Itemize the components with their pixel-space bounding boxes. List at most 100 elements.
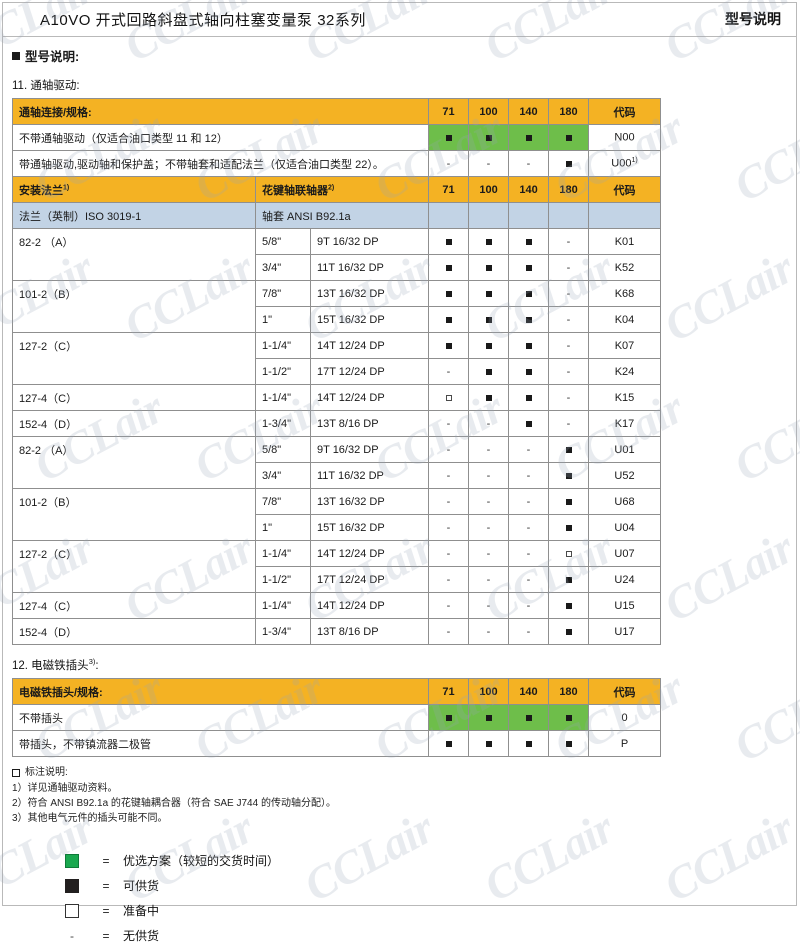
available-mark-icon: [525, 264, 532, 271]
availability-cell: [548, 566, 590, 593]
shaft-size-cell: 1-1/4": [255, 592, 311, 619]
availability-cell: -: [508, 488, 550, 515]
not-available-mark-icon: -: [486, 157, 491, 170]
in-preparation-swatch-icon: [65, 903, 79, 918]
available-mark-icon: [525, 394, 532, 401]
availability-cell: -: [468, 540, 510, 567]
footnote-item: 2）符合 ANSI B92.1a 的花键轴耦合器（符合 SAE J744 的传动…: [12, 798, 336, 809]
legend-swatch: [55, 903, 89, 918]
available-mark-icon: [485, 740, 492, 747]
not-available-mark-icon: -: [526, 547, 531, 560]
table-row: 不带插头 0: [12, 704, 661, 731]
legend-equals: =: [102, 928, 110, 943]
availability-cell: [428, 280, 470, 307]
filled-square-icon: [12, 51, 20, 60]
table-row: 127-4（C） 1-1/4" 14T 12/24 DP - K15: [12, 384, 662, 411]
shaft-size-cell: 7/8": [255, 280, 311, 307]
not-available-mark-icon: -: [566, 287, 571, 300]
availability-cell: [468, 306, 510, 333]
available-mark-icon: [525, 316, 532, 323]
shaft-size-cell: 1": [255, 514, 311, 541]
in-preparation-mark-icon: [565, 550, 572, 557]
availability-cell: [508, 358, 550, 385]
availability-cell: [548, 704, 589, 731]
availability-cell: -: [468, 150, 509, 177]
code-cell: U52: [588, 462, 662, 489]
not-available-mark-icon: -: [566, 313, 571, 326]
table-row: 3/4" 11T 16/32 DP - K52: [12, 254, 662, 281]
availability-cell: -: [508, 566, 550, 593]
not-available-mark-icon: -: [446, 443, 451, 456]
not-available-mark-icon: -: [526, 521, 531, 534]
table-row: 带插头，不带镇流器二极管 P: [12, 730, 661, 757]
not-available-mark-icon: -: [526, 573, 531, 586]
shaft-size-cell: 1-1/4": [255, 384, 311, 411]
legend-equals: =: [102, 903, 110, 918]
size-header-71: 71: [428, 98, 469, 125]
code-header: 代码: [588, 176, 662, 203]
table-row: 82-2 （A） 5/8" 9T 16/32 DP - K01: [12, 228, 662, 255]
availability-cell: [428, 704, 469, 731]
flange-name-cell: [12, 514, 256, 541]
availability-cell: [428, 332, 470, 359]
available-mark-icon: [525, 368, 532, 375]
availability-cell: -: [508, 462, 550, 489]
availability-cell: [508, 384, 550, 411]
size-header-140: 140: [508, 678, 549, 705]
legend-row: = 准备中: [55, 898, 800, 923]
legend-row: = 可供货: [55, 873, 800, 898]
shaft-size-cell: 1-1/2": [255, 566, 311, 593]
available-mark-icon: [565, 498, 572, 505]
not-available-mark-icon: -: [526, 469, 531, 482]
legend-row: - = 无供货: [55, 923, 800, 948]
flange-header-label: 安装法兰1): [12, 176, 256, 203]
available-mark-icon: [485, 316, 492, 323]
spline-spec-cell: 13T 8/16 DP: [309, 410, 430, 437]
availability-cell: -: [548, 358, 590, 385]
not-available-mark-icon: -: [526, 599, 531, 612]
spline-spec-cell: 13T 16/32 DP: [309, 280, 430, 307]
available-mark-icon: [485, 134, 492, 141]
code-cell: K01: [588, 228, 662, 255]
available-mark-icon: [525, 740, 532, 747]
outline-square-icon: [12, 768, 20, 777]
not-available-mark-icon: -: [566, 417, 571, 430]
flange-name-cell: [12, 358, 256, 385]
availability-cell: [508, 124, 549, 151]
in-preparation-mark-icon: [445, 394, 452, 401]
available-mark-icon: [525, 420, 532, 427]
availability-cell: [428, 384, 470, 411]
preferred-swatch-icon: [65, 853, 79, 868]
availability-cell: -: [548, 228, 590, 255]
code-cell: 0: [588, 704, 661, 731]
availability-cell: -: [468, 410, 510, 437]
availability-cell: -: [508, 540, 550, 567]
footnotes: 标注说明: 1）详见通轴驱动资料。 2）符合 ANSI B92.1a 的花键轴耦合…: [12, 765, 800, 826]
availability-cell: -: [468, 488, 510, 515]
header-label: 通轴连接/规格:: [12, 98, 429, 125]
size-header-180: 180: [548, 98, 589, 125]
availability-cell: [468, 358, 510, 385]
code-sup: 1): [631, 157, 638, 165]
not-available-mark-icon: -: [486, 443, 491, 456]
document-header: A10VO 开式回路斜盘式轴向柱塞变量泵 32系列 型号说明: [2, 2, 797, 37]
row-label: 带通轴驱动,驱动轴和保护盖；不带轴套和适配法兰（仅适合油口类型 22）。: [12, 150, 429, 177]
footnotes-title-label: 标注说明:: [25, 767, 68, 778]
shaft-size-cell: 3/4": [255, 254, 311, 281]
availability-cell: -: [548, 332, 590, 359]
availability-cell: -: [468, 436, 510, 463]
available-mark-icon: [565, 628, 572, 635]
not-available-mark-icon: -: [566, 339, 571, 352]
size-header-180: 180: [548, 678, 589, 705]
code-cell: U04: [588, 514, 662, 541]
spacer-cell: [548, 202, 590, 229]
not-available-mark-icon: -: [446, 495, 451, 508]
available-mark-icon: [485, 290, 492, 297]
availability-cell: [548, 618, 590, 645]
spline-spec-cell: 11T 16/32 DP: [309, 254, 430, 281]
not-available-mark-icon: -: [486, 599, 491, 612]
availability-cell: -: [428, 540, 470, 567]
not-available-mark-icon: -: [526, 443, 531, 456]
spline-spec-cell: 13T 8/16 DP: [309, 618, 430, 645]
not-available-mark-icon: -: [446, 365, 451, 378]
